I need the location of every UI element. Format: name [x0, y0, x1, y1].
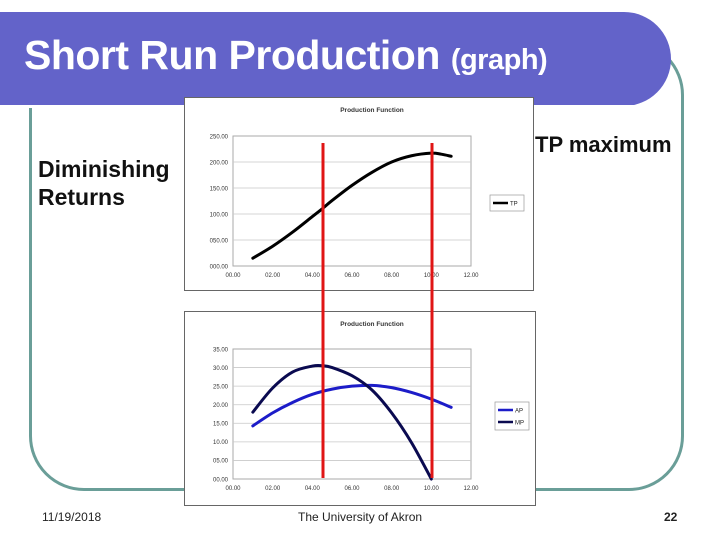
x-tick-label: 12.00 [463, 486, 479, 492]
y-tick-label: 00.00 [213, 477, 229, 483]
x-tick-label: 04.00 [305, 273, 321, 279]
y-tick-label: 10.00 [213, 440, 229, 446]
diminishing-returns-note: Diminishing Returns [38, 155, 170, 211]
x-tick-label: 12.00 [463, 273, 479, 279]
ap-mp-chart-plot: Production Function 00.00 05.00 10.00 15.00 2… [213, 321, 530, 492]
note-line-1: Diminishing [38, 156, 170, 182]
x-tick-label: 06.00 [344, 486, 360, 492]
series-ap-line [251, 383, 453, 428]
legend-label: AP [515, 408, 523, 414]
footer-date: 11/19/2018 [42, 510, 102, 524]
y-tick-label: 100.00 [210, 212, 229, 218]
y-tick-label: 05.00 [213, 459, 229, 465]
x-tick-label: 04.00 [305, 486, 321, 492]
x-tick-label: 08.00 [384, 486, 400, 492]
page-number: 22 [664, 510, 678, 524]
x-tick-label: 02.00 [265, 486, 281, 492]
y-tick-label: 20.00 [213, 403, 229, 409]
plot-area [232, 135, 472, 267]
chart-title: Production Function [340, 107, 404, 114]
slide-title-main: Short Run Production [24, 32, 440, 78]
legend-label: TP [510, 201, 518, 207]
legend-label: MP [515, 420, 524, 426]
footer-organization: The University of Akron [298, 510, 423, 524]
x-tick-label: 00.00 [225, 486, 241, 492]
series-mp-line [251, 363, 433, 481]
y-tick-label: 250.00 [210, 134, 229, 140]
slide-title-suffix: (graph) [450, 44, 548, 76]
x-tick-label: 00.00 [225, 273, 241, 279]
tp-chart-plot: Production Function 000.00 050.00 100.00 150… [210, 107, 525, 279]
x-tick-label: 08.00 [384, 273, 400, 279]
chart-legend [494, 401, 530, 431]
tp-maximum-note: TP maximum [535, 132, 672, 157]
x-tick-label: 02.00 [265, 273, 281, 279]
tp-chart: Production Function 000.00 050.00 100.00 150… [184, 97, 534, 291]
y-tick-label: 15.00 [213, 422, 229, 428]
chart-title: Production Function [340, 321, 404, 328]
x-tick-label: 10.00 [424, 486, 440, 492]
y-tick-label: 35.00 [213, 347, 229, 353]
y-tick-label: 050.00 [210, 238, 229, 244]
note-line-2: Returns [38, 184, 125, 210]
y-tick-label: 30.00 [213, 366, 229, 372]
x-tick-label: 06.00 [344, 273, 360, 279]
ap-mp-chart: Production Function 00.00 05.00 10.00 15.00 2… [184, 311, 536, 506]
y-tick-label: 150.00 [210, 186, 229, 192]
y-tick-label: 000.00 [210, 264, 229, 270]
y-tick-label: 200.00 [210, 160, 229, 166]
x-tick-label: 10.00 [424, 273, 440, 279]
y-tick-label: 25.00 [213, 384, 229, 390]
slide-title: Short Run Production (graph) [24, 32, 548, 79]
